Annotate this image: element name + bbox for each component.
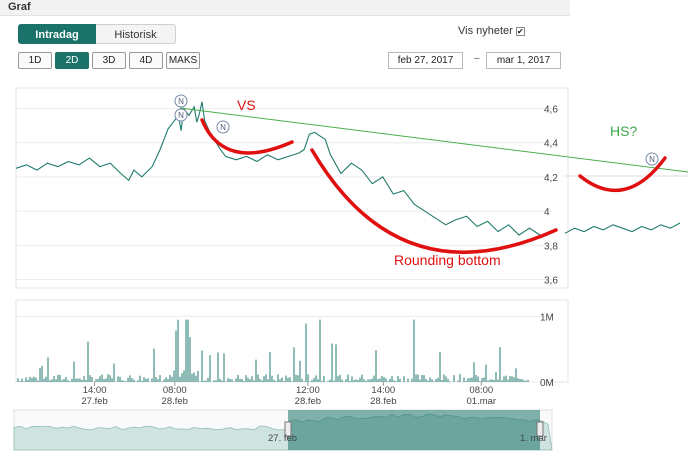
price-tick-label: 4 bbox=[544, 207, 550, 218]
x-tick-date: 28.feb bbox=[370, 396, 396, 407]
volume-tick-label: 1M bbox=[540, 312, 554, 323]
price-tick-label: 4,2 bbox=[544, 173, 558, 184]
page-title: Graf bbox=[8, 1, 31, 13]
annotation-hs: HS? bbox=[610, 123, 637, 139]
rounding-bottom-arc bbox=[310, 148, 558, 254]
navigator-label-start: 27. feb bbox=[268, 433, 297, 444]
price-series-line bbox=[15, 101, 541, 236]
news-marker-icon bbox=[174, 94, 188, 108]
x-tick-time: 14:00 bbox=[83, 385, 107, 396]
news-marker-label: N bbox=[178, 111, 184, 120]
annotation-vs: VS bbox=[237, 97, 256, 113]
news-marker-icon bbox=[645, 152, 659, 166]
tab-historisk[interactable]: Historisk bbox=[96, 24, 176, 44]
x-tick-date: 28.feb bbox=[295, 396, 321, 407]
news-checkbox[interactable]: ✔ bbox=[515, 26, 525, 36]
hs-shoulder-arc bbox=[578, 156, 667, 193]
x-tick-date: 28.feb bbox=[162, 396, 188, 407]
navigator-right-handle[interactable] bbox=[536, 421, 544, 437]
volume-plot-area bbox=[15, 299, 569, 383]
news-toggle-label: Vis nyheter bbox=[458, 25, 513, 37]
news-marker-icon bbox=[174, 108, 188, 122]
price-tick-label: 4,6 bbox=[544, 105, 558, 116]
navigator-selected-range bbox=[288, 410, 540, 450]
title-bar: Graf bbox=[0, 0, 570, 16]
news-marker-icon bbox=[216, 120, 230, 134]
price-series-line-latest bbox=[564, 222, 681, 234]
x-tick-time: 08:00 bbox=[469, 385, 493, 396]
tab-intradag[interactable]: Intradag bbox=[18, 24, 96, 44]
x-tick-date: 27.feb bbox=[81, 396, 107, 407]
navigator-label-end: 1. mar bbox=[520, 433, 547, 444]
x-tick-time: 08:00 bbox=[163, 385, 187, 396]
price-tick-label: 3,8 bbox=[544, 241, 558, 252]
price-plot-area bbox=[15, 87, 569, 289]
navigator-left-handle[interactable] bbox=[284, 421, 292, 437]
range-selector: 1D 2D 3D 4D MAKS bbox=[18, 52, 200, 69]
x-tick-time: 12:00 bbox=[296, 385, 320, 396]
vs-shoulder-arc bbox=[200, 118, 294, 155]
news-marker-label: N bbox=[220, 123, 226, 132]
news-marker-label: N bbox=[178, 97, 184, 106]
range-3d-button[interactable]: 3D bbox=[92, 52, 126, 69]
volume-tick-label: 0M bbox=[540, 378, 554, 389]
view-tabs: Intradag Historisk bbox=[18, 24, 176, 44]
news-toggle[interactable]: Vis nyheter ✔ bbox=[458, 25, 525, 37]
date-separator: – bbox=[474, 53, 480, 64]
date-from-field[interactable]: feb 27, 2017 bbox=[388, 52, 463, 69]
range-2d-button[interactable]: 2D bbox=[55, 52, 89, 69]
price-tick-label: 4,4 bbox=[544, 139, 558, 150]
x-tick-date: 01.mar bbox=[467, 396, 497, 407]
news-marker-label: N bbox=[649, 155, 655, 164]
trend-line bbox=[179, 107, 689, 173]
range-1d-button[interactable]: 1D bbox=[18, 52, 52, 69]
range-maks-button[interactable]: MAKS bbox=[166, 52, 200, 69]
annotation-rounding-bottom: Rounding bottom bbox=[394, 252, 501, 268]
price-tick-label: 3,6 bbox=[544, 275, 558, 286]
date-to-field[interactable]: mar 1, 2017 bbox=[486, 52, 561, 69]
x-tick-time: 14:00 bbox=[371, 385, 395, 396]
range-4d-button[interactable]: 4D bbox=[129, 52, 163, 69]
